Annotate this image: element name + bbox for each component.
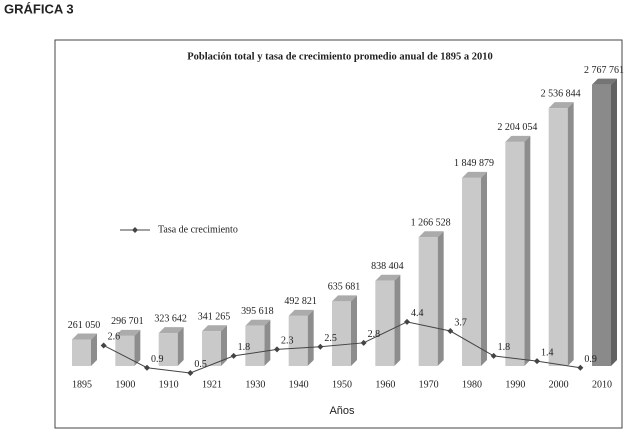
line-marker <box>360 339 367 346</box>
bar <box>375 280 395 366</box>
value-label: 2 536 844 <box>541 88 581 99</box>
value-label: 1 266 528 <box>411 218 451 229</box>
bar-side <box>264 319 271 366</box>
x-tick-label: 1895 <box>72 379 92 390</box>
bar-top <box>332 295 357 302</box>
bar <box>72 339 91 366</box>
line-marker <box>187 369 194 376</box>
bar <box>462 177 481 366</box>
legend-marker <box>132 227 138 233</box>
line <box>103 321 581 374</box>
line-marker <box>317 343 324 350</box>
x-tick-label: 1950 <box>332 379 352 390</box>
line-marker <box>100 342 107 349</box>
bar-side <box>307 309 314 366</box>
bar <box>202 331 221 366</box>
value-label: 261 050 <box>68 320 101 331</box>
x-tick-label: 1900 <box>115 379 135 390</box>
value-label: 395 618 <box>241 306 274 317</box>
bar <box>548 108 568 366</box>
line-marker <box>490 352 497 359</box>
bar-side <box>437 231 444 366</box>
line-value-label: 2.6 <box>108 332 121 343</box>
heading: GRÁFICA 3 <box>4 1 74 16</box>
bar-side <box>481 171 487 366</box>
x-tick-label: 1970 <box>419 379 439 390</box>
line-value-label: 4.4 <box>411 308 424 319</box>
line-marker <box>144 364 150 371</box>
bar-top <box>115 329 141 336</box>
line-marker <box>404 318 410 325</box>
value-label: 323 642 <box>154 313 187 324</box>
bar <box>288 315 308 366</box>
x-tick-label: 1960 <box>375 379 395 390</box>
bar-top <box>505 135 531 142</box>
bar <box>245 325 265 366</box>
value-label: 1 849 879 <box>454 158 494 169</box>
line-value-label: 1.8 <box>238 342 251 353</box>
x-tick-label: 2000 <box>549 379 569 390</box>
line-marker <box>577 364 584 371</box>
bar <box>592 84 611 366</box>
value-label: 635 681 <box>328 282 361 293</box>
bar <box>332 301 351 366</box>
line-marker <box>230 352 237 359</box>
bar-side <box>567 102 574 366</box>
legend-label: Tasa de crecimiento <box>158 224 238 235</box>
x-tick-label: 1910 <box>159 379 179 390</box>
x-tick-label: 2010 <box>592 379 612 390</box>
bar-top <box>245 319 271 326</box>
x-axis-label: Años <box>329 405 355 417</box>
line-value-label: 2.3 <box>281 336 294 347</box>
bar-side <box>524 135 531 366</box>
x-tick-label: 1930 <box>245 379 265 390</box>
line-marker <box>274 346 280 353</box>
bar-top <box>548 102 574 109</box>
x-tick-label: 1940 <box>289 379 309 390</box>
value-label: 492 821 <box>284 296 317 307</box>
bar-top <box>592 78 617 85</box>
frame <box>54 39 623 429</box>
bar-side <box>611 78 617 366</box>
value-label: 341 265 <box>198 312 231 323</box>
line-value-label: 2.5 <box>324 333 337 344</box>
bar-side <box>91 333 97 366</box>
value-label: 2 204 054 <box>497 122 537 133</box>
line-value-label: 0.5 <box>194 359 207 370</box>
bar <box>418 237 438 366</box>
value-label: 2 767 761 <box>584 65 624 76</box>
bar-side <box>394 274 401 366</box>
value-label: 296 701 <box>111 316 144 327</box>
bar <box>158 333 178 366</box>
bar-side <box>221 325 227 366</box>
bar-top <box>418 231 444 238</box>
bar-side <box>351 295 357 366</box>
bar-side <box>177 327 184 366</box>
line-value-label: 2.8 <box>368 329 381 340</box>
line-value-label: 0.9 <box>584 354 597 365</box>
bar <box>505 141 525 366</box>
bar-top <box>375 274 401 281</box>
chart-title: Población total y tasa de crecimiento pr… <box>187 51 493 62</box>
value-label: 838 404 <box>371 261 404 272</box>
line-value-label: 0.9 <box>151 354 164 365</box>
bar-top <box>72 333 97 340</box>
line-marker <box>534 358 540 365</box>
line-value-label: 1.4 <box>541 347 554 358</box>
bar-side <box>134 329 141 366</box>
x-tick-label: 1990 <box>505 379 525 390</box>
bar-top <box>158 327 184 334</box>
x-tick-label: 1921 <box>202 379 222 390</box>
line-value-label: 1.8 <box>498 342 511 353</box>
x-tick-label: 1980 <box>462 379 482 390</box>
bar-top <box>202 325 227 332</box>
line-value-label: 3.7 <box>454 317 467 328</box>
bar-top <box>288 309 314 316</box>
bar-top <box>462 171 487 178</box>
line-marker <box>447 328 454 335</box>
